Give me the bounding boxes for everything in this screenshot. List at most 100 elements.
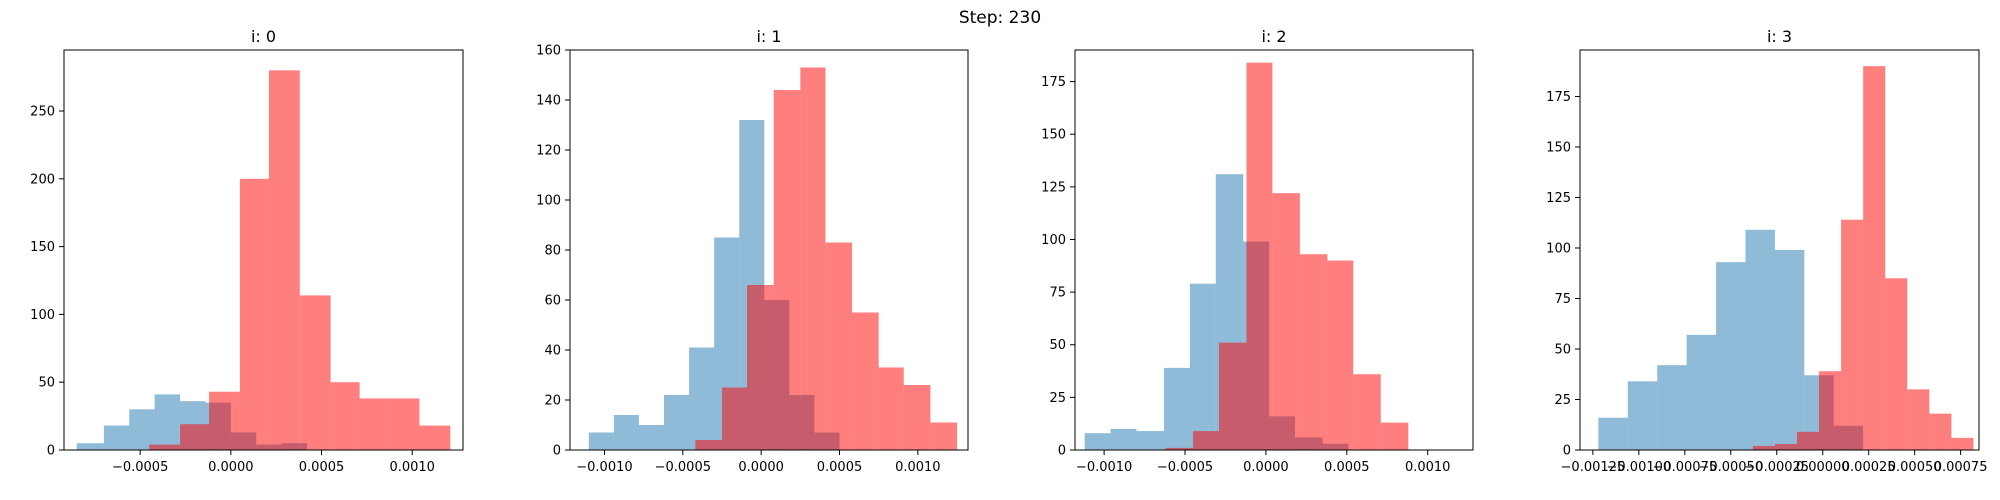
histogram-bar-3-1-9 <box>1951 437 1974 450</box>
x-tick-label-3-5: 0.00000 <box>1796 460 1850 475</box>
y-tick-label-0-0: 0 <box>47 444 55 459</box>
histogram-bar-1-0-2 <box>638 425 665 450</box>
histogram-bar-3-0-0 <box>1598 417 1628 450</box>
histogram-bar-0-1-3 <box>239 178 269 451</box>
y-tick-label-3-1: 25 <box>1554 393 1571 408</box>
histogram-bar-0-1-0 <box>149 444 181 450</box>
histogram-bar-2-1-7 <box>1353 374 1381 450</box>
x-tick-label-1-1: −0.0005 <box>655 460 711 475</box>
x-tick-label-0-3: 0.0010 <box>389 460 435 475</box>
histogram-bar-1-1-8 <box>903 385 931 450</box>
y-tick-label-3-5: 125 <box>1546 191 1571 206</box>
histogram-bar-0-1-1 <box>180 424 210 450</box>
histogram-bar-0-1-9 <box>419 425 451 450</box>
subplot-3: −0.00125−0.00100−0.00075−0.00050−0.00025… <box>1546 27 1987 475</box>
histogram-bar-1-1-2 <box>747 285 774 450</box>
figure-suptitle: Step: 230 <box>958 8 1042 28</box>
y-tick-label-1-0: 0 <box>553 444 561 459</box>
x-tick-label-3-8: 0.00075 <box>1934 460 1988 475</box>
histogram-bar-3-1-7 <box>1907 389 1930 450</box>
subplot-2: −0.0010 −0.0005 0.0000 0.0005 0.0010 0 25 50 75 1… <box>1041 27 1474 475</box>
y-tick-label-2-7: 175 <box>1041 75 1066 90</box>
y-tick-label-0-5: 250 <box>30 105 55 120</box>
histogram-bar-3-0-6 <box>1774 250 1805 450</box>
y-tick-label-1-7: 140 <box>536 94 561 109</box>
y-tick-label-0-1: 50 <box>38 376 55 391</box>
x-tick-label-3-0: −0.00125 <box>1561 460 1626 475</box>
histogram-bar-3-1-3 <box>1819 371 1842 450</box>
subplot-1: −0.0010 −0.0005 0.0000 0.0005 0.0010 0 20 40 60 8… <box>536 27 969 475</box>
histogram-bar-3-1-6 <box>1885 278 1908 450</box>
histogram-bar-1-1-0 <box>695 440 722 450</box>
y-tick-label-1-8: 160 <box>536 44 561 59</box>
histogram-bar-1-1-5 <box>825 242 853 450</box>
y-tick-label-1-1: 20 <box>544 394 561 409</box>
x-tick-label-0-2: 0.0005 <box>299 460 345 475</box>
histogram-bar-1-0-4 <box>689 347 715 450</box>
y-tick-label-3-2: 50 <box>1554 342 1571 357</box>
histogram-bar-1-1-1 <box>721 387 748 450</box>
axes-frame-0 <box>63 49 464 451</box>
y-tick-label-2-2: 50 <box>1049 338 1066 353</box>
histogram-bar-1-1-4 <box>800 67 826 450</box>
histogram-bar-2-1-8 <box>1380 422 1409 450</box>
histogram-bar-2-0-4 <box>1189 283 1216 450</box>
x-tick-label-3-6: 0.00025 <box>1842 460 1896 475</box>
y-tick-label-1-3: 60 <box>544 294 561 309</box>
subplot-title-1: i: 1 <box>756 27 781 46</box>
histogram-bar-0-1-2 <box>209 391 240 450</box>
y-tick-label-2-0: 0 <box>1058 444 1066 459</box>
histogram-bar-2-0-0 <box>1084 433 1111 450</box>
subplot-title-2: i: 2 <box>1261 27 1286 46</box>
x-tick-label-0-1: 0.0000 <box>208 460 254 475</box>
x-tick-label-2-3: 0.0005 <box>1324 460 1370 475</box>
y-tick-label-3-3: 75 <box>1554 292 1571 307</box>
x-tick-label-3-2: −0.00075 <box>1652 460 1717 475</box>
histogram-bar-3-1-4 <box>1841 219 1864 450</box>
histogram-bar-1-1-7 <box>878 367 904 450</box>
histogram-bar-3-0-4 <box>1716 262 1746 450</box>
x-tick-label-2-2: 0.0000 <box>1243 460 1289 475</box>
axes-frame-2 <box>1074 49 1474 451</box>
histogram-bar-2-0-3 <box>1163 367 1190 450</box>
histogram-bar-0-1-5 <box>299 295 331 450</box>
y-tick-label-2-5: 125 <box>1041 180 1066 195</box>
histogram-bar-0-1-6 <box>330 382 360 450</box>
y-tick-label-1-5: 100 <box>536 194 561 209</box>
histogram-bar-3-0-1 <box>1627 381 1658 450</box>
x-tick-label-1-4: 0.0010 <box>895 460 941 475</box>
x-tick-label-2-0: −0.0010 <box>1076 460 1132 475</box>
histogram-bar-3-0-5 <box>1745 229 1775 450</box>
histogram-bar-0-0-2 <box>129 409 155 450</box>
y-tick-label-1-6: 120 <box>536 144 561 159</box>
histogram-bar-2-1-0 <box>1165 447 1194 450</box>
histogram-bar-3-0-3 <box>1686 334 1717 450</box>
x-tick-label-3-1: −0.00100 <box>1607 460 1672 475</box>
histogram-bar-2-1-3 <box>1246 62 1273 450</box>
axes-frame-3 <box>1579 49 1980 451</box>
histogram-bar-0-1-7 <box>359 398 391 450</box>
histogram-bar-1-0-1 <box>613 415 639 450</box>
histogram-bar-3-1-5 <box>1863 66 1886 450</box>
histogram-bar-2-1-5 <box>1299 254 1328 450</box>
histogram-bar-2-1-4 <box>1272 193 1300 450</box>
histogram-bar-0-0-3 <box>154 394 181 450</box>
histogram-bar-3-1-0 <box>1752 445 1775 450</box>
y-tick-label-0-2: 100 <box>30 308 55 323</box>
x-tick-label-3-3: −0.00050 <box>1698 460 1763 475</box>
histogram-bar-3-1-2 <box>1796 431 1820 450</box>
x-tick-label-1-0: −0.0010 <box>576 460 632 475</box>
x-tick-label-0-0: −0.0005 <box>112 460 168 475</box>
histogram-bar-0-0-0 <box>76 443 104 450</box>
histogram-bar-2-1-2 <box>1218 342 1247 450</box>
y-tick-label-3-0: 0 <box>1563 444 1571 459</box>
histogram-bar-3-1-8 <box>1929 413 1952 450</box>
y-tick-label-0-4: 200 <box>30 172 55 187</box>
histogram-bar-2-1-6 <box>1327 260 1354 450</box>
histogram-bar-2-0-2 <box>1136 431 1164 450</box>
y-tick-label-0-3: 150 <box>30 240 55 255</box>
subplot-title-3: i: 3 <box>1767 27 1792 46</box>
histogram-bar-1-1-9 <box>930 422 958 450</box>
